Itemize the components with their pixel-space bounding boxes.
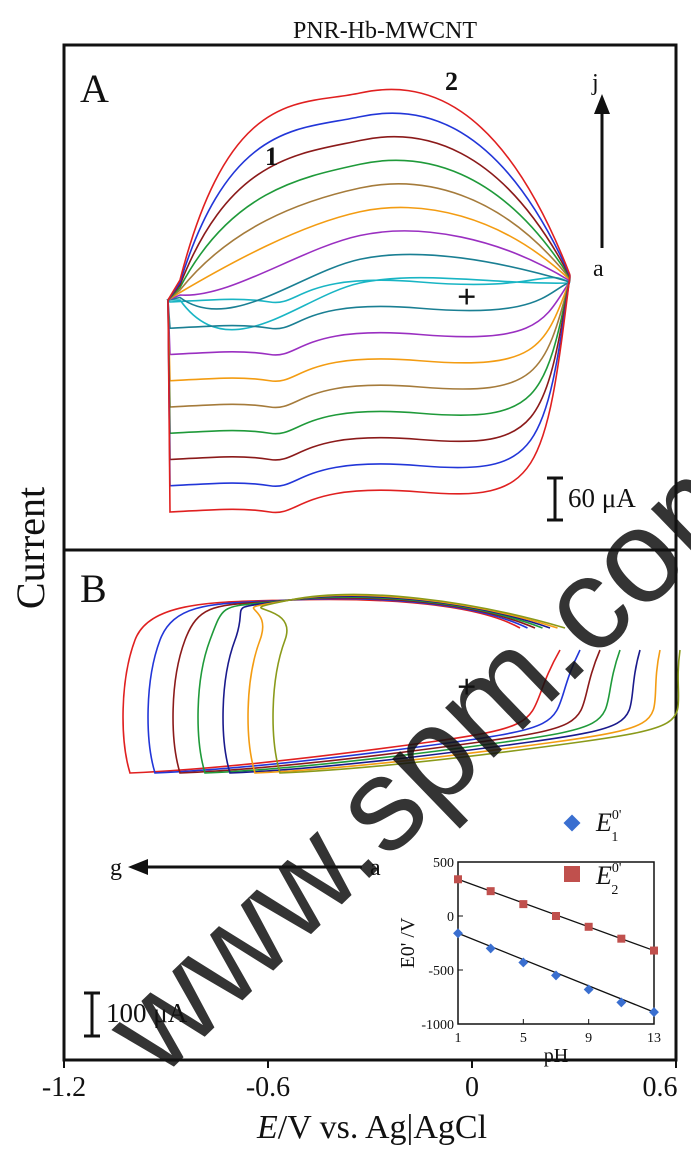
inset-point-e1	[649, 1007, 659, 1018]
inset-point-e2	[552, 912, 560, 920]
scale-bar-a-label: 60 μA	[568, 483, 636, 513]
cv-curve-a	[167, 88, 571, 514]
cv-curve-a	[167, 112, 571, 488]
legend-marker-e2	[564, 866, 580, 882]
cv-curve-a	[167, 253, 571, 330]
inset-x-label: pH	[544, 1045, 568, 1067]
peak-2-label: 2	[445, 67, 458, 96]
cv-curve-b	[247, 594, 661, 774]
inset-point-e2	[650, 946, 658, 955]
cv-curve-b	[197, 596, 621, 774]
cv-curve-b	[172, 597, 601, 774]
inset-frame	[457, 861, 655, 1025]
inset-point-e1	[485, 943, 496, 954]
x-axis-ticks: -1.2 -0.6 0 0.6	[42, 1060, 678, 1103]
inset-point-e1	[551, 970, 561, 981]
legend-e1-sub: 1	[611, 830, 618, 845]
inset-y-tick-label: -1000	[421, 1018, 454, 1033]
inset-x-tick-label: 9	[585, 1031, 592, 1046]
panel-a-curves	[166, 88, 571, 514]
scale-bar-b	[84, 991, 100, 1038]
cv-curve-b	[147, 597, 581, 774]
legend-label-e2: E0' 2	[595, 861, 621, 898]
cv-curve-b	[260, 593, 681, 774]
panel-b-label: B	[80, 566, 107, 611]
cv-curve-a	[166, 276, 571, 331]
inset-x-tick-label: 5	[520, 1031, 527, 1046]
arrow-top-label: j	[591, 70, 599, 96]
arrow-up-head	[594, 94, 610, 114]
x-axis-label: E/V vs. Ag|AgCl	[256, 1109, 487, 1146]
legend-e2-main: E	[595, 861, 612, 890]
cv-curve-b	[222, 595, 641, 774]
panel-a-label: A	[80, 66, 109, 111]
legend-e2-sup: 0'	[612, 861, 622, 876]
inset-y-tick-label: 500	[433, 856, 454, 871]
inset-point-e1	[583, 984, 594, 995]
inset-point-e2	[454, 875, 462, 884]
cv-curve-a	[167, 183, 571, 409]
legend-e2-sub: 2	[611, 883, 618, 898]
x-tick-label: 0.6	[643, 1072, 678, 1103]
inset-point-e2	[486, 887, 495, 896]
arrow-left-label: g	[110, 855, 122, 881]
cv-curve-a	[167, 230, 571, 356]
inset-x-tick-label: 13	[647, 1031, 661, 1046]
inset-y-tick-label: 0	[447, 910, 454, 925]
inset-point-e2	[584, 922, 593, 931]
scale-bar-b-label: 100 μA	[106, 998, 188, 1028]
panel-b-frame	[62, 548, 678, 1062]
legend-marker-e1	[563, 814, 581, 832]
inset-point-e1	[518, 957, 529, 968]
y-axis-label: Current	[8, 487, 53, 609]
x-axis-label-rest: /V vs. Ag|AgCl	[278, 1109, 487, 1146]
x-tick-label: 0	[465, 1072, 479, 1103]
scale-bar-a	[547, 476, 563, 522]
cv-curve-a	[167, 206, 571, 383]
arrow-right-label: a	[370, 855, 381, 881]
inset-y-tick-label: -500	[428, 964, 454, 979]
plus-marker-a: +	[457, 279, 476, 316]
inset-point-e2	[519, 900, 528, 909]
inset-point-e2	[617, 934, 626, 943]
figure-title: PNR-Hb-MWCNT	[293, 18, 477, 44]
inset-point-e1	[616, 997, 627, 1008]
plus-marker-b: +	[457, 669, 476, 706]
panel-a-frame	[62, 43, 678, 552]
legend-label-e1: E0' 1	[595, 808, 621, 845]
legend-e1-sup: 0'	[612, 808, 622, 823]
x-tick-label: -0.6	[246, 1072, 290, 1103]
arrow-left-head	[128, 859, 148, 875]
arrow-bottom-label: a	[593, 256, 604, 282]
x-axis-label-italic: E	[256, 1109, 278, 1146]
x-tick-label: -1.2	[42, 1072, 86, 1103]
inset-x-tick-label: 1	[455, 1031, 462, 1046]
inset-point-e1	[453, 928, 463, 939]
inset-y-label: E0' /V	[397, 917, 419, 968]
cv-curve-a	[167, 135, 571, 461]
peak-1-label: 1	[265, 142, 278, 171]
cv-curve-a	[167, 159, 571, 435]
legend-e1-main: E	[595, 808, 612, 837]
panel-b-curves	[122, 593, 681, 774]
